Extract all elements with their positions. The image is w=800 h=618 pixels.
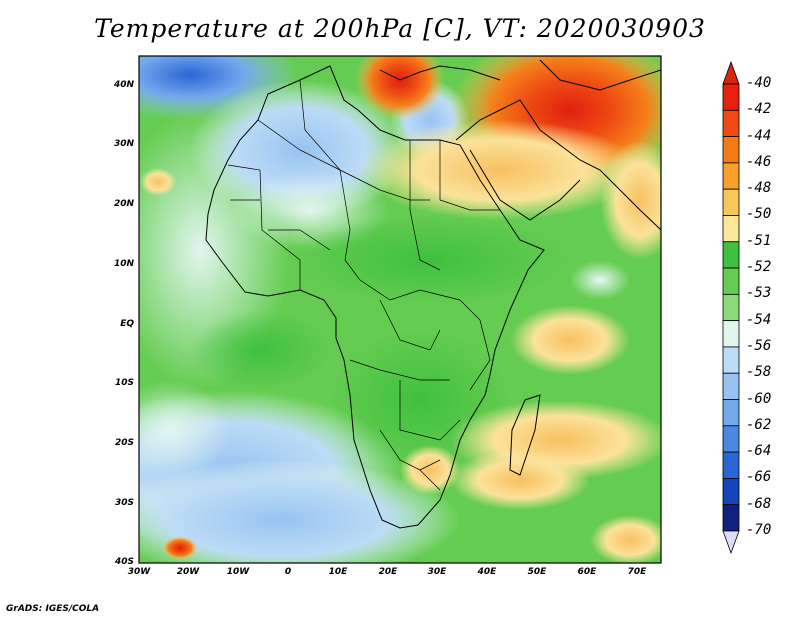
colorbar-label: -68 [746,495,772,512]
colorbar-label: -56 [746,337,772,354]
colorbar-label: -58 [746,364,772,381]
lat-label: 40S [114,557,134,567]
lat-label: 30S [114,498,134,508]
map-frame [138,55,662,564]
lon-label: 30E [427,567,447,577]
lat-label: 20S [114,438,134,448]
lon-label: 10W [226,567,250,577]
colorbar-label: -64 [746,443,772,460]
colorbar-label: -53 [746,285,772,302]
colorbar-label: -42 [746,101,772,118]
colorbar-label: -48 [746,180,772,197]
credit-text: GrADS: IGES/COLA [6,604,100,614]
colorbar-label: -44 [746,127,772,144]
lon-label: 70E [627,567,647,577]
page-title: Temperature at 200hPa [C], VT: 202003090… [94,14,706,43]
lon-label: 20W [176,567,200,577]
lon-label: 10E [328,567,348,577]
lon-label: 20E [378,567,398,577]
colorbar-label: -66 [746,469,772,486]
colorbar-label: -40 [746,75,772,91]
lat-label: 10N [113,259,134,269]
coastlines [205,59,661,529]
lat-label: 30N [113,139,134,149]
lon-label: 50E [527,567,547,577]
lon-label: 60E [577,567,597,577]
colorbar-label: -70 [746,522,772,538]
lat-label: EQ [120,319,134,329]
borders [227,79,500,491]
lon-label: 30W [127,567,151,577]
colorbar-label: -50 [746,206,772,223]
colorbar-label: -46 [746,153,772,170]
lat-label: 20N [113,199,134,209]
temperature-field [139,56,661,563]
colorbar-label: -52 [746,259,772,276]
colorbar-label: -60 [746,390,772,407]
lat-label: 40N [113,80,134,90]
lon-label: 0 [284,567,292,577]
lon-label: 40E [477,567,497,577]
colorbar-label: -62 [746,416,772,433]
colorbar-label: -54 [746,311,772,328]
colorbar-label: -51 [746,232,772,249]
lat-label: 10S [114,378,134,388]
